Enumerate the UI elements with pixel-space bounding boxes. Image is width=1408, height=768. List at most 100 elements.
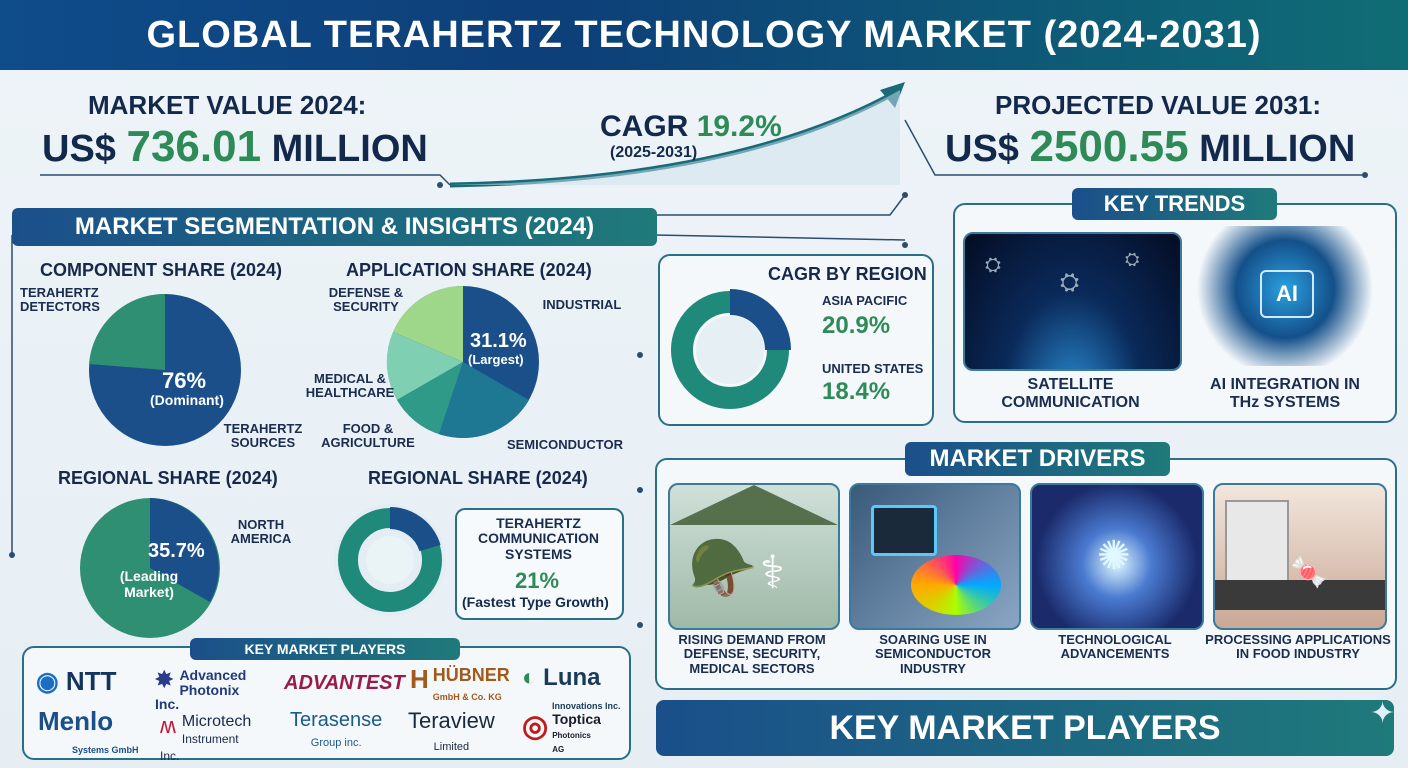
logo-advantest: ADVANTEST [284, 672, 405, 694]
growth-arrow-icon [449, 82, 905, 188]
regional-share-value: 35.7% [148, 540, 205, 562]
regional-type-note: (Fastest Type Growth) [462, 594, 609, 610]
application-industrial-label: INDUSTRIAL [542, 297, 622, 312]
satellite-icon-2: ⛭ [1060, 269, 1080, 296]
doctor-icon: ⚕ [760, 546, 785, 598]
logo-toptica: ◎ Toptica Photonics AG [522, 710, 601, 754]
logo-hubner-text: HÜBNER [432, 665, 510, 685]
page-title-text: GLOBAL TERAHERTZ TECHNOLOGY MARKET (2024… [146, 13, 1262, 56]
application-medical-label: MEDICAL & HEALTHCARE [305, 371, 395, 401]
driver-tech-image: ✺ [1030, 483, 1204, 630]
trend-satellite-label: SATELLITE COMMUNICATION [1001, 376, 1140, 411]
satellite-icon-3: ⛭ [1125, 249, 1140, 269]
market-drivers-title: MARKET DRIVERS [905, 442, 1170, 476]
application-pie-chart [386, 285, 539, 438]
trend-ai-label: AI INTEGRATION IN THz SYSTEMS [1210, 376, 1360, 411]
logo-advanced-photonix: ✸ Advanced Photonix Inc. [155, 667, 247, 713]
soldier-icon: 🪖 [688, 536, 758, 599]
driver-defense-label: RISING DEMAND FROM DEFENSE, SECURITY, ME… [678, 632, 826, 676]
logo-terasense-text: Terasense [290, 709, 383, 731]
cagr: CAGR 19.2% [600, 110, 782, 144]
wafer-icon [911, 555, 1001, 615]
market-value-unit: MILLION [271, 128, 428, 170]
logo-luna: ◐ Luna Innovations Inc. [522, 664, 621, 711]
component-sources-label: TERAHERTZ SOURCES [223, 421, 303, 451]
regional-share-2-title: REGIONAL SHARE (2024) [368, 468, 588, 488]
satellite-icon: ⛭ [985, 254, 1001, 276]
segmentation-title-text: MARKET SEGMENTATION & INSIGHTS (2024) [74, 213, 595, 240]
application-share-title: APPLICATION SHARE (2024) [346, 260, 592, 280]
driver-semiconductor-image [849, 483, 1021, 630]
ai-chip-icon: AI [1260, 270, 1314, 318]
cagr-region-donut [671, 289, 791, 409]
driver-food-label: PROCESSING APPLICATIONS IN FOOD INDUSTRY [1205, 632, 1391, 662]
projected-value-label: PROJECTED VALUE 2031: [995, 90, 1322, 120]
logo-ntt-text: NTT [65, 666, 117, 696]
logo-hubner-sub: GmbH & Co. KG [432, 691, 502, 702]
driver-tech-label: TECHNOLOGICAL ADVANCEMENTS [1058, 632, 1172, 662]
component-share-note: (Dominant) [150, 392, 224, 408]
regional-donut-chart [334, 504, 446, 616]
page-title: GLOBAL TERAHERTZ TECHNOLOGY MARKET (2024… [0, 0, 1408, 70]
regional-share-title: REGIONAL SHARE (2024) [58, 468, 278, 488]
logo-toptica-text: Toptica [552, 711, 601, 727]
application-share-value: 31.1% [470, 330, 527, 352]
cagr-us-label: UNITED STATES [822, 361, 924, 376]
tent-shape [670, 485, 838, 525]
market-value-prefix: US$ [42, 128, 116, 170]
logo-terasense-sub: Group inc. [310, 737, 362, 749]
conveyor-belt [1215, 580, 1385, 610]
cagr-us-value: 18.4% [822, 378, 891, 405]
chip-icon [871, 505, 937, 556]
segmentation-title: MARKET SEGMENTATION & INSIGHTS (2024) [12, 208, 657, 246]
regional-callout [455, 508, 624, 620]
application-defense-label: DEFENSE & SECURITY [328, 285, 404, 315]
key-players-title-text: KEY MARKET PLAYERS [244, 641, 406, 657]
market-value-label: MARKET VALUE 2024: [88, 90, 367, 120]
logo-teraview: Teraview Limited [408, 710, 495, 754]
logo-hubner: H HÜBNER GmbH & Co. KG [410, 664, 510, 702]
logo-advanced-text: Advanced [179, 667, 247, 683]
logo-menlo: Menlo Systems GmbH [38, 708, 139, 757]
cagr-ap-label: ASIA PACIFIC [822, 293, 908, 308]
application-share-note: (Largest) [468, 352, 524, 367]
driver-defense-image: 🪖 ⚕ [668, 483, 840, 630]
projected-value-unit: MILLION [1199, 128, 1356, 170]
component-pie-chart [89, 293, 241, 446]
logo-advanced-sub: Photonix Inc. [155, 681, 240, 713]
food-icon: 🍬 [1290, 556, 1328, 589]
logo-teraview-text: Teraview [408, 708, 495, 733]
cagr-period: (2025-2031) [610, 144, 698, 161]
logo-microtech-sub: Instrument Inc. [160, 731, 239, 763]
key-trends-title: KEY TRENDS [1072, 188, 1277, 220]
market-drivers-title-text: MARKET DRIVERS [929, 445, 1146, 472]
cagr-ap-value: 20.9% [822, 312, 891, 339]
cagr-region-title: CAGR BY REGION [768, 264, 927, 284]
driver-food-image: 🍬 [1213, 483, 1387, 630]
logo-menlo-text: Menlo [38, 706, 114, 736]
key-trends-title-text: KEY TRENDS [1103, 191, 1246, 216]
regional-type-label: TERAHERTZ COMMUNICATION SYSTEMS [477, 515, 600, 562]
projected-value-prefix: US$ [945, 128, 1019, 170]
driver-semiconductor-label: SOARING USE IN SEMICONDUCTOR INDUSTRY [874, 632, 992, 676]
regional-pie-chart [80, 498, 220, 638]
logo-microtech-text: Microtech [181, 713, 252, 730]
key-players-title: KEY MARKET PLAYERS [190, 638, 460, 660]
application-food-label: FOOD & AGRICULTURE [321, 421, 415, 451]
projected-value-2031: US$ 2500.55 MILLION [945, 122, 1355, 172]
logo-teraview-sub: Limited [433, 741, 470, 753]
cagr-label: CAGR [600, 110, 689, 143]
regional-type-value: 21% [515, 568, 560, 593]
application-semiconductor-label: SEMICONDUCTOR [506, 437, 624, 452]
laser-icon: ✺ [1097, 534, 1131, 578]
logo-luna-text: Luna [543, 664, 601, 691]
sparkle-icon: ✦ [1370, 697, 1396, 730]
satellite-image: ⛭ ⛭ ⛭ [963, 232, 1182, 371]
logo-microtech: ʍ Microtech Instrument Inc. [160, 713, 252, 763]
logo-menlo-sub: Systems GmbH [72, 745, 139, 756]
cagr-value: 19.2% [696, 110, 782, 143]
regional-region-label: NORTH AMERICA [230, 517, 292, 547]
market-value-amount: 736.01 [126, 122, 262, 171]
logo-ntt: ◉ NTT [36, 666, 117, 696]
